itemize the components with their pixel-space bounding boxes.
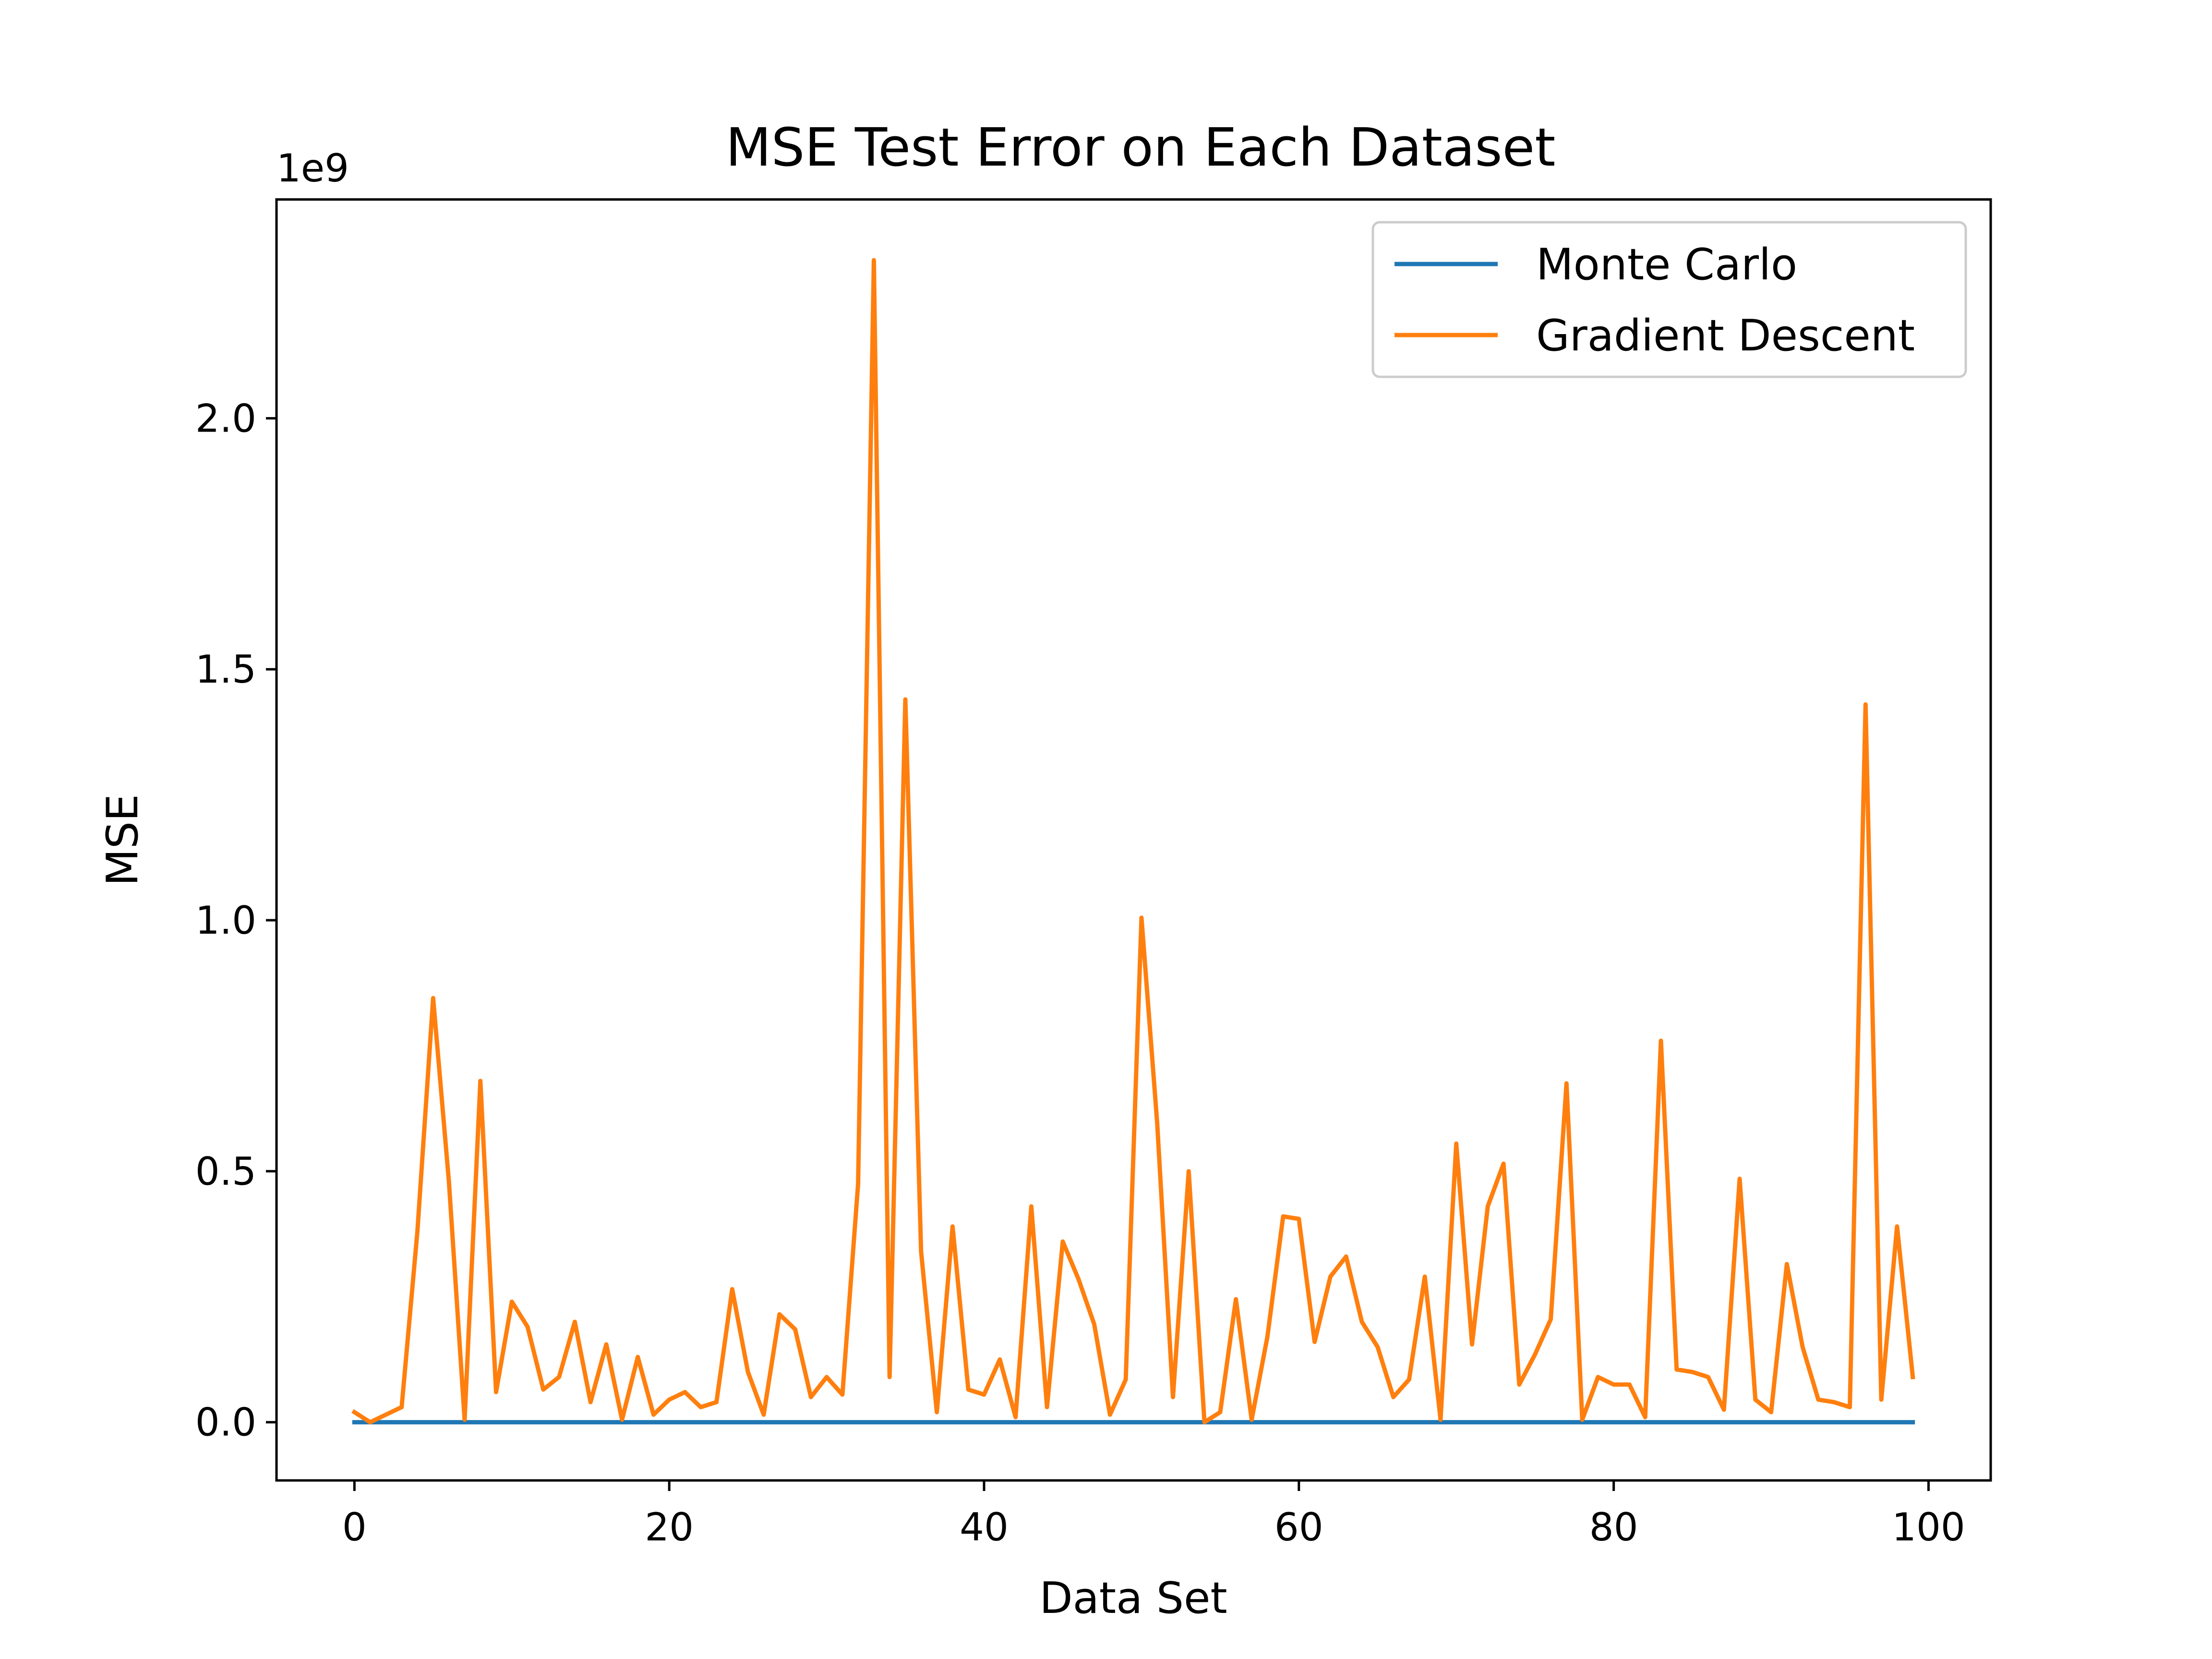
y-tick-label: 0.5 [195,1149,256,1194]
plot-area-frame [275,198,1992,1482]
legend: Monte Carlo Gradient Descent [1371,221,1967,378]
series-line-gradient-descent [351,258,1915,1425]
y-tick-label: 1.5 [195,647,256,692]
x-tick-label: 0 [342,1505,367,1550]
x-tick-label: 100 [1892,1505,1965,1550]
y-axis-ticks: 0.0 0.5 1.0 1.5 2.0 [195,396,276,1445]
y-tick-label: 0.0 [195,1400,256,1445]
x-tick-label: 60 [1274,1505,1323,1550]
series-lines [351,258,1915,1425]
legend-label-monte-carlo: Monte Carlo [1536,240,1797,290]
y-axis-label: MSE [97,794,148,886]
x-axis-ticks: 0 20 40 60 80 100 [342,1480,1965,1550]
x-tick-label: 40 [960,1505,1009,1550]
x-tick-label: 20 [645,1505,694,1550]
x-tick-label: 80 [1589,1505,1638,1550]
chart-title: MSE Test Error on Each Dataset [726,117,1556,178]
legend-frame [1371,221,1967,378]
legend-label-gradient-descent: Gradient Descent [1536,311,1915,361]
y-offset-label: 1e9 [276,146,349,191]
x-axis-label: Data Set [1039,1573,1227,1623]
y-tick-label: 1.0 [195,898,256,943]
y-tick-label: 2.0 [195,396,256,441]
